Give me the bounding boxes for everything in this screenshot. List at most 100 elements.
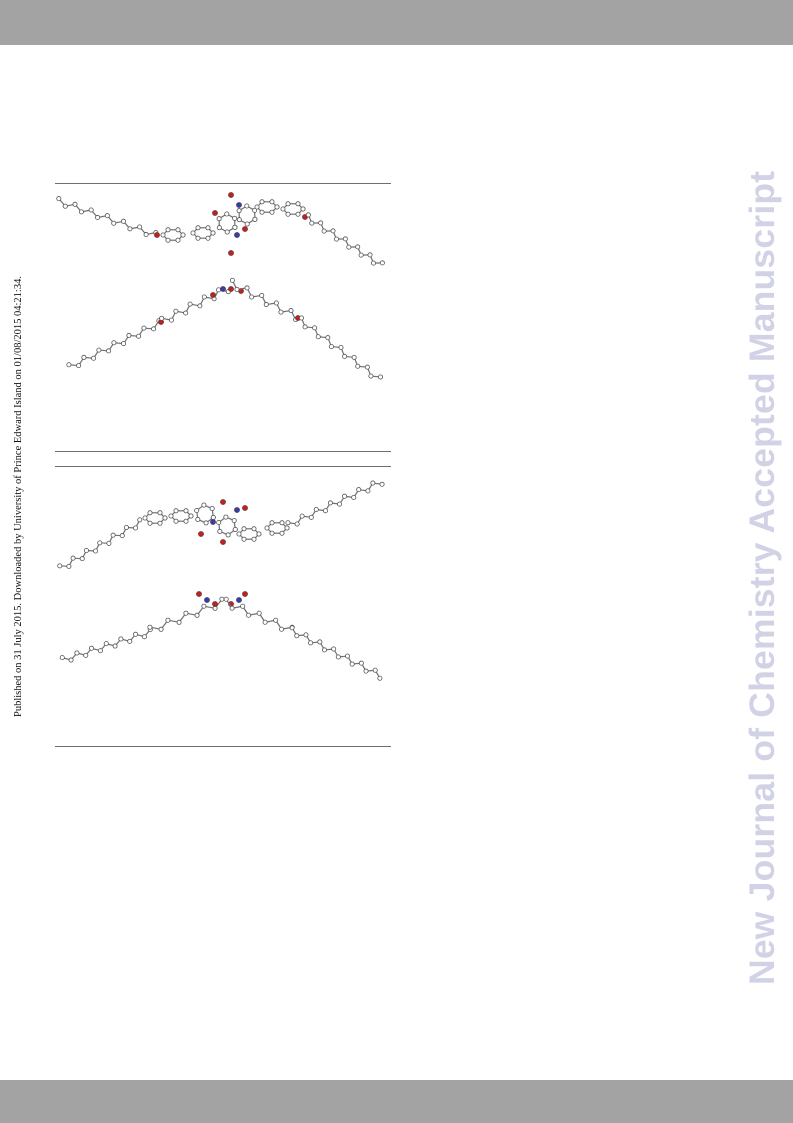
nitrogen-atom: [210, 519, 216, 525]
oxygen-atom: [220, 499, 226, 505]
carbon-atom: [338, 344, 344, 350]
carbon-atom: [358, 252, 364, 258]
carbon-atom: [229, 277, 235, 283]
carbon-atom: [252, 207, 258, 213]
carbon-atom: [345, 653, 351, 659]
carbon-atom: [197, 303, 203, 309]
carbon-atom: [259, 209, 265, 215]
carbon-atom: [355, 363, 361, 369]
carbon-atom: [141, 634, 147, 640]
carbon-atom: [300, 206, 306, 212]
carbon-atom: [295, 201, 301, 207]
carbon-atom: [370, 260, 376, 266]
oxygen-atom: [228, 192, 234, 198]
carbon-atom: [72, 201, 78, 207]
carbon-atom: [333, 236, 339, 242]
figure-separator-rule: [55, 466, 391, 467]
carbon-atom: [262, 619, 268, 625]
carbon-atom: [119, 533, 125, 539]
carbon-atom: [349, 661, 355, 667]
carbon-atom: [190, 230, 196, 236]
carbon-atom: [127, 226, 133, 232]
carbon-atom: [325, 335, 331, 341]
carbon-atom: [147, 510, 153, 516]
carbon-atom: [368, 373, 374, 379]
carbon-atom: [91, 355, 97, 361]
carbon-atom: [88, 207, 94, 213]
carbon-atom: [342, 493, 348, 499]
carbon-atom: [168, 513, 174, 519]
carbon-atom: [165, 617, 171, 623]
carbon-atom: [83, 547, 89, 553]
molecule-1-top-view: [56, 192, 385, 266]
carbon-atom: [240, 603, 246, 609]
carbon-atom: [285, 520, 291, 526]
carbon-atom: [299, 513, 305, 519]
carbon-atom: [126, 332, 132, 338]
carbon-atom: [183, 518, 189, 524]
carbon-atom: [180, 232, 186, 238]
carbon-atom: [165, 227, 171, 233]
carbon-atom: [285, 211, 291, 217]
carbon-atom: [330, 228, 336, 234]
carbon-atom: [201, 294, 207, 300]
carbon-atom: [78, 209, 84, 215]
oxygen-atom: [242, 226, 248, 232]
carbon-atom: [259, 199, 265, 205]
oxygen-atom: [210, 292, 216, 298]
carbon-atom: [103, 641, 109, 647]
carbon-atom: [284, 525, 290, 531]
carbon-atom: [203, 520, 209, 526]
carbon-atom: [367, 252, 373, 258]
nitrogen-atom: [204, 597, 210, 603]
carbon-atom: [318, 220, 324, 226]
carbon-atom: [224, 229, 230, 235]
carbon-atom: [244, 203, 250, 209]
journal-watermark: New Journal of Chemistry Accepted Manusc…: [742, 170, 782, 985]
carbon-atom: [234, 286, 240, 292]
carbon-atom: [157, 510, 163, 516]
figure-bottom-rule: [55, 746, 391, 747]
carbon-atom: [183, 508, 189, 514]
carbon-atom: [327, 500, 333, 506]
carbon-atom: [321, 228, 327, 234]
carbon-atom: [209, 506, 215, 512]
carbon-atom: [59, 655, 65, 661]
carbon-atom: [216, 519, 222, 525]
carbon-atom: [168, 317, 174, 323]
carbon-atom: [309, 220, 315, 226]
carbon-atom: [315, 334, 321, 340]
carbon-atom: [251, 536, 257, 542]
figure-top-rule: [55, 183, 391, 184]
oxygen-atom: [228, 250, 234, 256]
carbon-atom: [358, 660, 364, 666]
oxygen-atom: [220, 539, 226, 545]
carbon-atom: [321, 647, 327, 653]
carbon-atom: [111, 340, 117, 346]
carbon-atom: [372, 667, 378, 673]
carbon-atom: [173, 308, 179, 314]
carbon-atom: [136, 333, 142, 339]
carbon-atom: [201, 603, 207, 609]
carbon-atom: [236, 531, 242, 537]
oxygen-atom: [154, 232, 160, 238]
carbon-atom: [279, 530, 285, 536]
carbon-atom: [241, 536, 247, 542]
carbon-atom: [365, 488, 371, 494]
carbon-atom: [364, 364, 370, 370]
carbon-atom: [216, 225, 222, 231]
carbon-atom: [66, 362, 72, 368]
carbon-atom: [142, 515, 148, 521]
carbon-atom: [176, 619, 182, 625]
carbon-atom: [289, 625, 295, 631]
carbon-atom: [162, 515, 168, 521]
carbon-atom: [302, 324, 308, 330]
carbon-atom: [57, 563, 63, 569]
carbon-atom: [210, 230, 216, 236]
carbon-atom: [273, 617, 279, 623]
carbon-atom: [106, 348, 112, 354]
carbon-atom: [229, 605, 235, 611]
carbon-atom: [269, 209, 275, 215]
carbon-atom: [232, 215, 238, 221]
carbon-atom: [269, 530, 275, 536]
